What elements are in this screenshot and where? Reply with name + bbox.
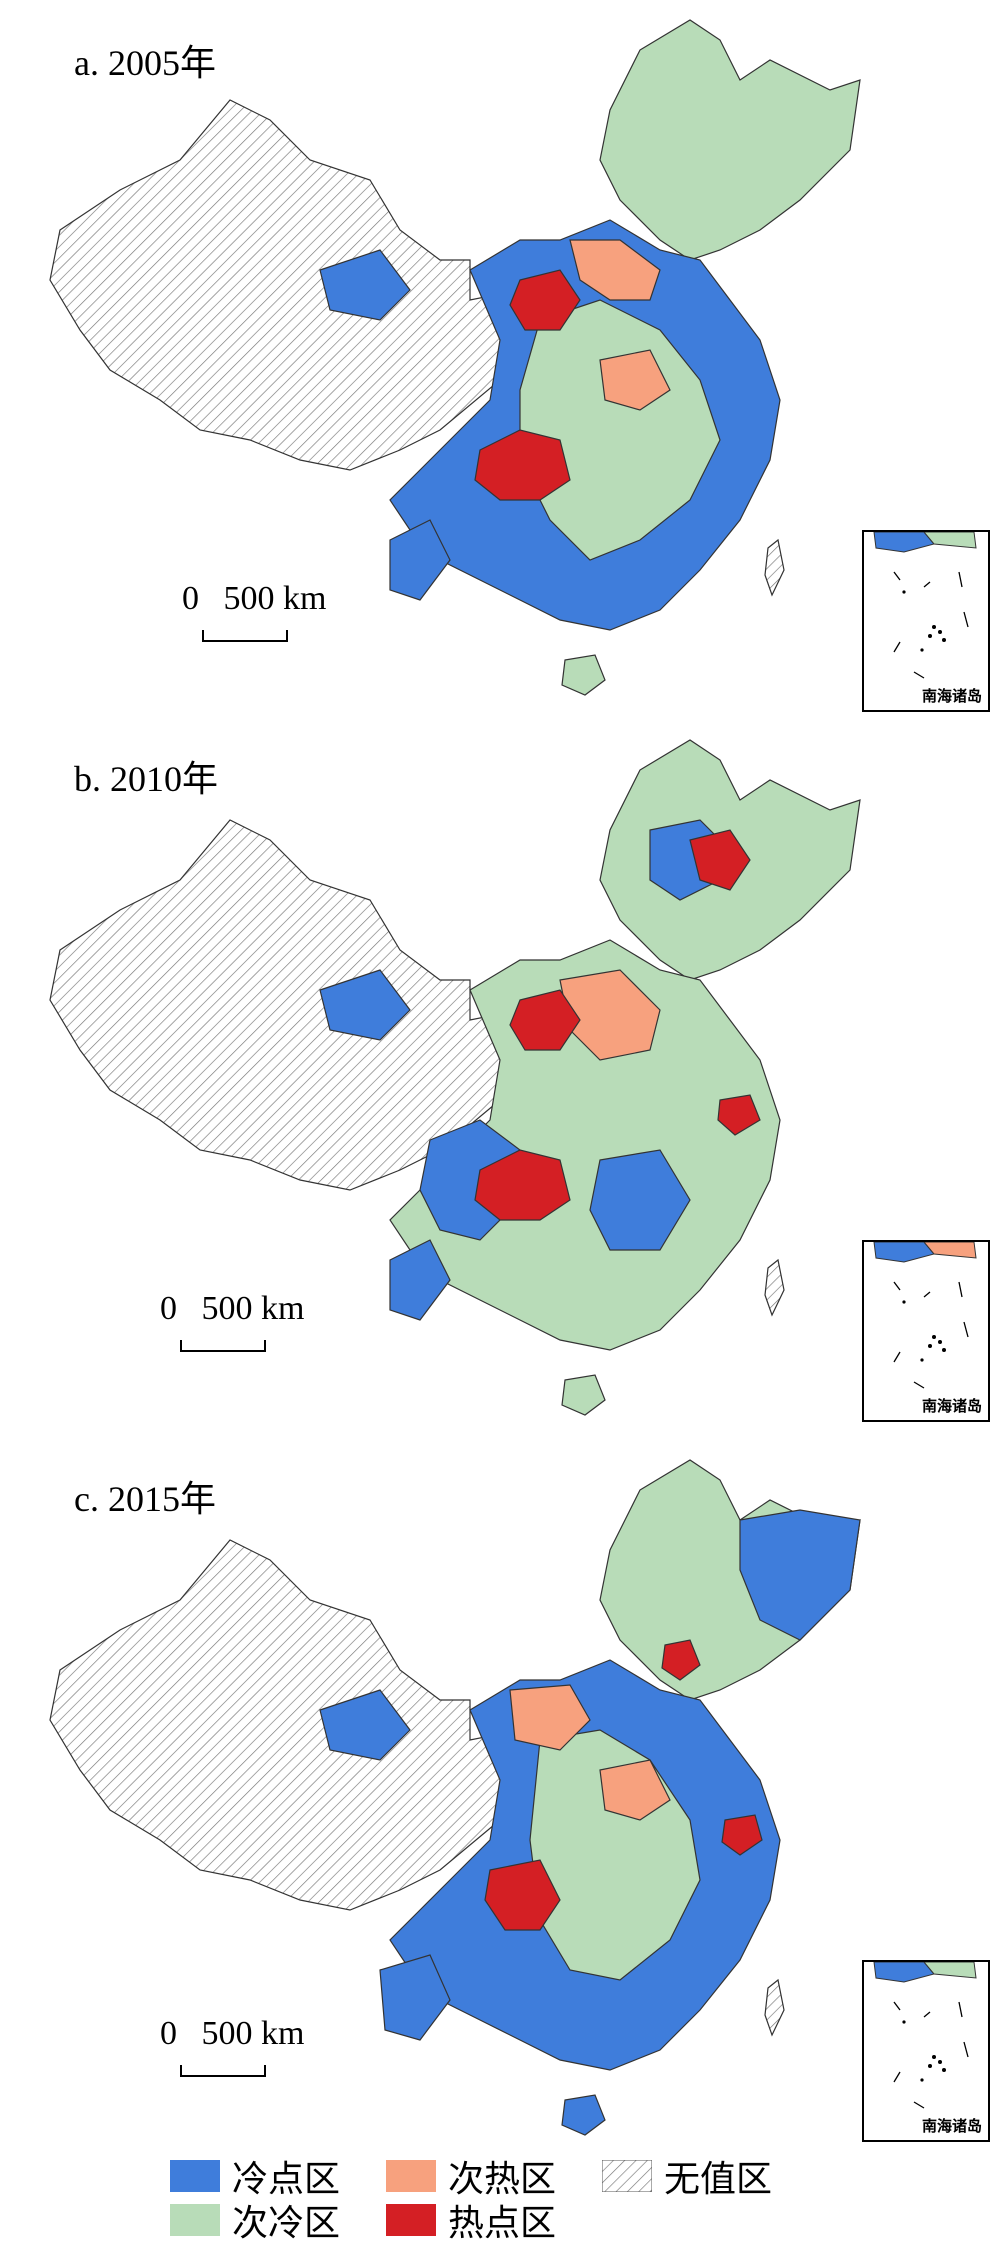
legend-swatch-cold (170, 2160, 220, 2192)
legend-label: 次冷区 (232, 2203, 341, 2244)
hot-region (689, 829, 751, 891)
island-hainan (561, 654, 606, 696)
legend-label: 冷点区 (232, 2159, 341, 2200)
legend-item-sub-cold: 次冷区 (170, 2194, 340, 2246)
legend-item-cold: 冷点区 (170, 2150, 340, 2202)
legend-swatch-sub-hot (386, 2160, 436, 2192)
hot-region (509, 269, 581, 331)
panel-title: c. 2015年 (74, 1479, 216, 1519)
map-panel-2010: b. 2010年 0 500 km 南海诸 (0, 720, 1000, 1435)
scale-bar: 0 500 km (160, 1290, 305, 1352)
inset-map (873, 532, 977, 679)
map-panel-2015: c. 2015年 0 500 km 南海诸岛 (0, 1440, 1000, 2150)
legend-swatch-sub-cold (170, 2204, 220, 2236)
south-china-sea-inset: 南海诸岛 (862, 1960, 990, 2142)
cold-region (389, 1239, 451, 1321)
panel-title: b. 2010年 (74, 759, 219, 799)
legend: 冷点区 次热区 无值区 次冷区 热点区 (170, 2150, 830, 2244)
legend-item-hot: 热点区 (386, 2194, 556, 2246)
hot-region (474, 429, 571, 501)
scale-bar: 0 500 km (160, 2015, 305, 2077)
inset-map (873, 1242, 977, 1389)
cold-region (379, 1954, 451, 2041)
panel-title: a. 2005年 (74, 43, 216, 83)
hot-region (717, 1094, 761, 1136)
legend-label: 无值区 (664, 2159, 773, 2200)
china-map-2010 (49, 739, 861, 1416)
sub-hot-region (509, 1684, 591, 1751)
cold-region (739, 1509, 861, 1641)
china-map-2005 (49, 19, 861, 696)
island-hainan (561, 1374, 606, 1416)
south-china-sea-inset: 南海诸岛 (862, 1240, 990, 1422)
scale-zero: 0 (160, 2015, 177, 2052)
scale-bar: 0 500 km (182, 580, 327, 642)
sub-hot-region (569, 239, 661, 301)
sub-cold-region (599, 19, 861, 261)
sub-hot-region (599, 1759, 671, 1821)
cold-region (389, 519, 451, 601)
inset-label: 南海诸岛 (921, 687, 982, 705)
cold-region (319, 969, 411, 1041)
legend-swatch-no-value (602, 2160, 652, 2192)
island-taiwan (764, 538, 785, 597)
no-value-region (49, 99, 521, 471)
scale-value: 500 km (201, 2015, 305, 2052)
scale-zero: 0 (160, 1290, 177, 1327)
map-panel-2005: a. 2005年 0 500 km 南海诸岛 (0, 0, 1000, 715)
hot-region (509, 989, 581, 1051)
scale-zero: 0 (182, 580, 199, 617)
hot-region (474, 1149, 571, 1221)
hot-region (721, 1814, 763, 1856)
legend-swatch-hot (386, 2204, 436, 2236)
scale-value: 500 km (201, 1290, 305, 1327)
inset-map (873, 1962, 977, 2109)
cold-region (589, 1149, 691, 1251)
legend-item-sub-hot: 次热区 (386, 2150, 556, 2202)
legend-label: 次热区 (448, 2159, 557, 2200)
cold-region (319, 1689, 411, 1761)
sub-hot-region (599, 349, 671, 411)
no-value-region (49, 1539, 521, 1911)
scale-value: 500 km (223, 580, 327, 617)
china-map-2015 (49, 1459, 861, 2136)
inset-label: 南海诸岛 (921, 2117, 982, 2135)
hot-region (661, 1639, 701, 1681)
hot-region (484, 1859, 561, 1931)
legend-label: 热点区 (448, 2203, 557, 2244)
island-taiwan (764, 1978, 785, 2037)
south-china-sea-inset: 南海诸岛 (862, 530, 990, 712)
island-taiwan (764, 1258, 785, 1317)
cold-region (319, 249, 411, 321)
legend-item-no-value: 无值区 (602, 2150, 772, 2202)
island-hainan (561, 2094, 606, 2136)
inset-label: 南海诸岛 (921, 1397, 982, 1415)
